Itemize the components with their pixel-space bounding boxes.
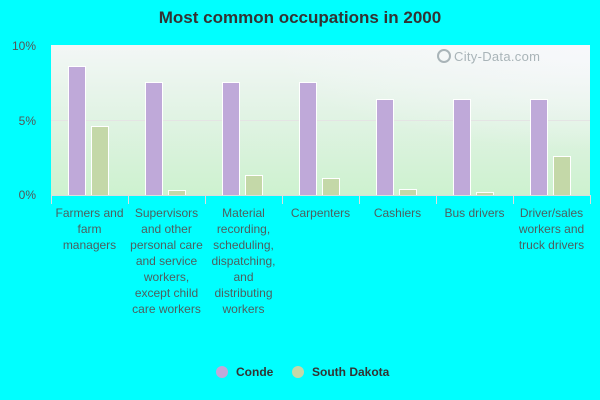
- y-tick-label-5: 5%: [18, 114, 36, 128]
- x-tick-label: Material recording, scheduling, dispatch…: [211, 206, 276, 316]
- watermark: City-Data.com: [437, 49, 540, 64]
- bar-conde: [530, 99, 548, 195]
- x-tick-mark: [282, 195, 283, 204]
- x-tick-mark: [436, 195, 437, 204]
- bar-south-dakota: [399, 189, 417, 195]
- x-axis-line: [51, 195, 590, 196]
- bar-conde: [299, 82, 317, 195]
- x-tick-mark: [51, 195, 52, 204]
- x-tick-label: Bus drivers: [444, 206, 505, 220]
- plot-area: [51, 45, 590, 195]
- x-tick-label: Carpenters: [290, 206, 351, 220]
- legend-label-conde: Conde: [236, 365, 274, 379]
- legend-item-south-dakota: South Dakota: [292, 365, 389, 379]
- bar-south-dakota: [91, 126, 109, 195]
- x-tick-label: Driver/sales workers and truck drivers: [518, 206, 585, 252]
- bar-south-dakota: [476, 192, 494, 195]
- x-tick-label: Supervisors and other personal care and …: [130, 206, 203, 316]
- legend-label-south-dakota: South Dakota: [312, 365, 390, 379]
- legend-swatch-conde: [216, 366, 228, 378]
- legend-item-conde: Conde: [216, 365, 273, 379]
- y-tick-label-0: 0%: [18, 188, 36, 202]
- legend: Conde South Dakota: [0, 365, 600, 381]
- magnifier-icon: [437, 49, 451, 63]
- bar-conde: [145, 82, 163, 195]
- bar-conde: [222, 82, 240, 195]
- x-tick-mark: [590, 195, 591, 204]
- bar-south-dakota: [322, 178, 340, 195]
- x-tick-label: Farmers and farm managers: [55, 206, 124, 252]
- x-tick-mark: [359, 195, 360, 204]
- x-tick-mark: [513, 195, 514, 204]
- bar-south-dakota: [553, 156, 571, 195]
- legend-swatch-south-dakota: [292, 366, 304, 378]
- bar-conde: [68, 66, 86, 195]
- y-tick-label-10: 10%: [11, 39, 36, 53]
- bar-south-dakota: [245, 175, 263, 195]
- chart-title: Most common occupations in 2000: [158, 8, 442, 27]
- bar-conde: [453, 99, 471, 195]
- watermark-text: City-Data.com: [454, 49, 541, 64]
- x-tick-mark: [205, 195, 206, 204]
- bar-south-dakota: [168, 190, 186, 195]
- x-tick-label: Cashiers: [373, 206, 422, 220]
- gridline-5: [51, 120, 590, 121]
- bar-conde: [376, 99, 394, 195]
- x-tick-mark: [128, 195, 129, 204]
